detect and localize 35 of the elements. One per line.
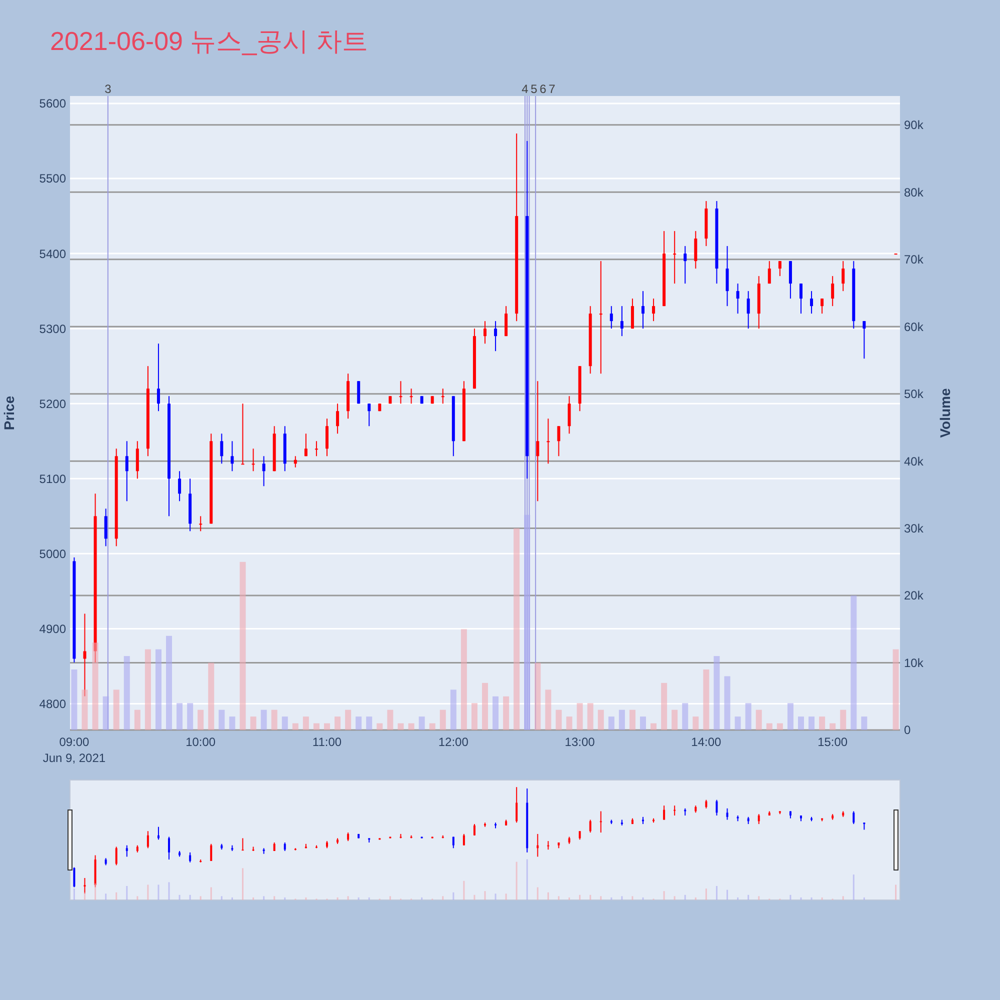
y-tick-label: 5500 <box>39 172 66 186</box>
text: Jun 9, 2021 <box>42 751 106 765</box>
y2-axis-title: Volume <box>937 388 953 438</box>
y2-tick-label: 40k <box>904 454 924 468</box>
y2-tick-label: 30k <box>904 522 924 536</box>
y-axis-title: Price <box>1 396 17 430</box>
y2-tick-label: 60k <box>904 320 924 334</box>
y-tick-label: 4900 <box>39 622 66 636</box>
x-tick-label: 09:00 <box>59 735 90 749</box>
ref-line-label: 3 <box>104 82 112 96</box>
chart-title: 2021-06-09 뉴스_공시 차트 <box>50 26 368 56</box>
x-tick-label: 11:00 <box>312 735 342 749</box>
y2-tick-label: 50k <box>904 387 924 402</box>
x-tick-label: 12:00 <box>438 735 469 749</box>
y-tick-label: 5200 <box>39 396 66 411</box>
y-tick-label: 4800 <box>39 696 66 711</box>
x-tick-label: 14:00 <box>691 735 722 749</box>
ref-line-label: 6 <box>540 82 547 96</box>
y2-tick-label: 0 <box>904 723 911 738</box>
x-tick-label: 13:00 <box>564 735 596 749</box>
ref-line-label: 7 <box>548 82 556 96</box>
ref-line-label: 4 <box>522 82 529 96</box>
y-tick-label: 5400 <box>39 246 66 261</box>
y2-tick-label: 20k <box>904 588 924 603</box>
y-tick-label: 5000 <box>39 546 66 561</box>
y2-tick-label: 90k <box>904 118 924 132</box>
y-tick-label: 5300 <box>39 322 66 336</box>
y2-tick-label: 70k <box>904 252 924 267</box>
y2-tick-label: 10k <box>904 656 924 670</box>
ref-line-label: 5 <box>530 82 538 96</box>
y-tick-label: 5100 <box>39 472 66 486</box>
y-tick-label: 5600 <box>39 96 66 111</box>
y2-tick-label: 80k <box>904 185 924 200</box>
x-tick-label: 15:00 <box>818 735 848 749</box>
x-tick-label: 10:00 <box>186 735 216 749</box>
